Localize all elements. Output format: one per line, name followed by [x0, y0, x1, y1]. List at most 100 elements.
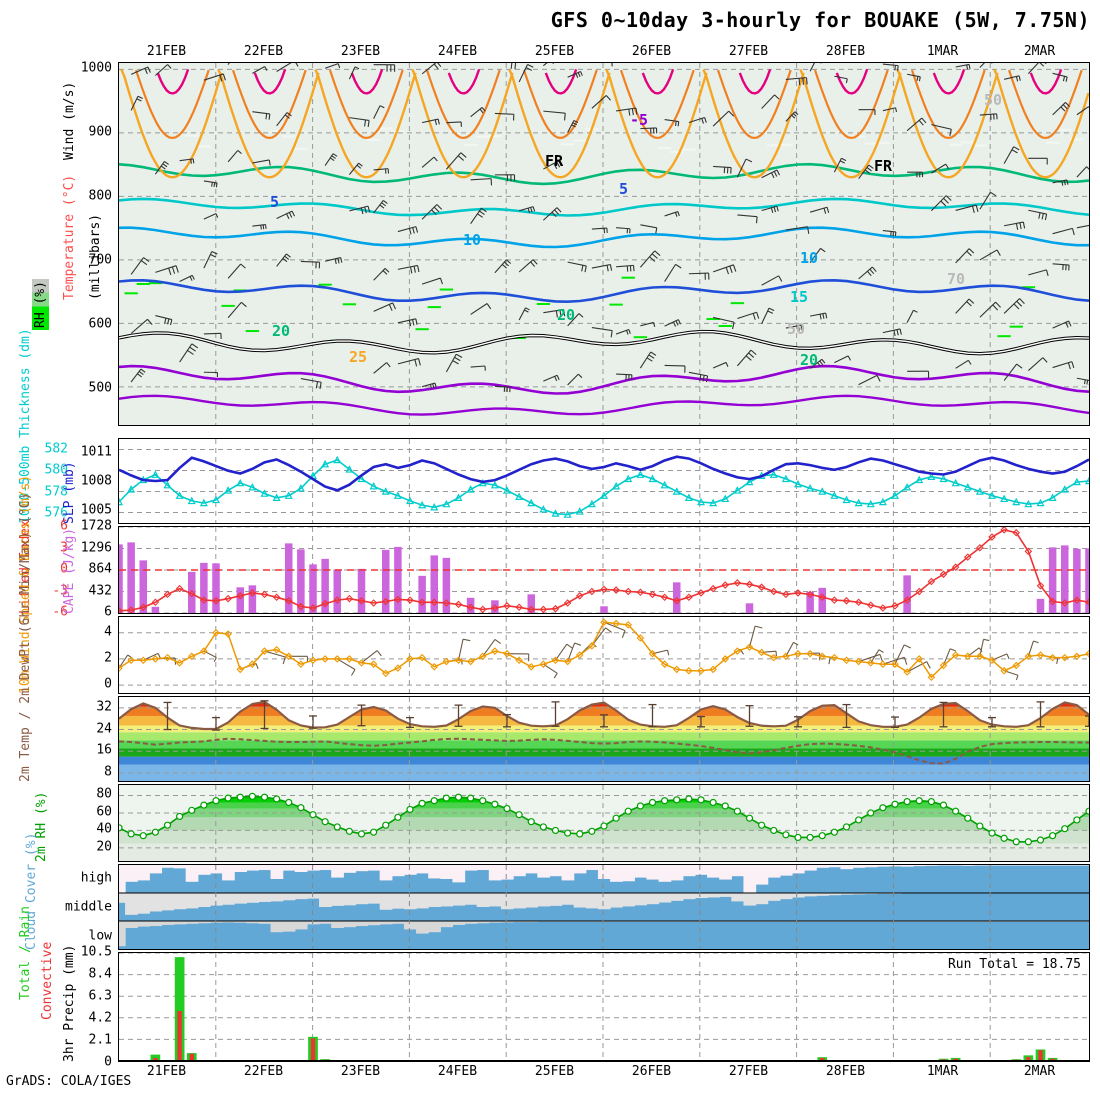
contour-label-20: 20: [272, 322, 291, 340]
date-tick-26feb: 26FEB: [631, 1064, 672, 1079]
cape-tick-1296: 1296: [80, 540, 112, 556]
temp-dewpt-plot: [119, 697, 1089, 781]
date-tick-26feb: 26FEB: [631, 44, 672, 59]
contour-label-10: 10: [800, 249, 819, 267]
rh2m-tick-60: 60: [96, 804, 112, 820]
upper-air-tick-700: 700: [88, 252, 112, 268]
date-tick-2mar: 2MAR: [1023, 1064, 1056, 1079]
thickness-tick-576: 576: [44, 505, 68, 521]
temp-tick-16: 16: [96, 742, 112, 758]
contour-label-FR: FR: [874, 157, 893, 175]
slp-tick-1008: 1008: [80, 473, 112, 489]
date-tick-25feb: 25FEB: [534, 44, 575, 59]
wind10m-plot: [119, 617, 1089, 693]
rh2m-tick-80: 80: [96, 786, 112, 802]
precip-axis-label: 3hr Precip (mm): [62, 944, 77, 1062]
date-tick-24feb: 24FEB: [437, 44, 478, 59]
contour-label-25: 25: [349, 348, 368, 366]
date-tick-2mar: 2MAR: [1023, 44, 1056, 59]
cape-tick-6: 6: [104, 604, 112, 620]
precip-tick-6.3: 6.3: [88, 988, 112, 1004]
li-tick-0: 0: [60, 561, 68, 577]
li-tick-6: 6: [60, 518, 68, 534]
cloud-row-middle: middle: [65, 899, 112, 915]
temp-tick-8: 8: [104, 764, 112, 780]
contour-label-20: 20: [800, 351, 819, 369]
temperature-legend-label: Temperature (°C): [62, 174, 77, 300]
cape-axis-label: CAPE (J/kg): [62, 527, 77, 614]
temp-tick-24: 24: [96, 721, 112, 737]
precip-tick-10.5: 10.5: [80, 944, 112, 960]
date-tick-25feb: 25FEB: [534, 1064, 575, 1079]
upper-air-panel[interactable]: [118, 62, 1090, 426]
contour-label-15: 15: [790, 288, 809, 306]
contour-label-20: 20: [557, 306, 576, 324]
date-tick-24feb: 24FEB: [437, 1064, 478, 1079]
wind10m-tick-2: 2: [104, 650, 112, 666]
slp-axis-label: SLP (mb): [62, 461, 77, 524]
date-tick-1mar: 1MAR: [926, 44, 959, 59]
thickness-tick-580: 580: [44, 462, 68, 478]
precip-tick-2.1: 2.1: [88, 1032, 112, 1048]
precip-tick-8.4: 8.4: [88, 966, 112, 982]
date-tick-21feb: 21FEB: [146, 1064, 187, 1079]
cloud-row-low: low: [88, 928, 112, 944]
temp-tick-32: 32: [96, 699, 112, 715]
cape-tick-1728: 1728: [80, 518, 112, 534]
thickness-slp-plot: [119, 439, 1089, 523]
upper-air-plot: [119, 63, 1089, 425]
upper-air-tick-800: 800: [88, 188, 112, 204]
precip-plot: [119, 953, 1089, 1061]
wind10m-panel[interactable]: [118, 616, 1090, 694]
cape-tick-864: 864: [88, 561, 112, 577]
date-tick-28feb: 28FEB: [825, 44, 866, 59]
rh2m-tick-40: 40: [96, 821, 112, 837]
cloud-row-high: high: [80, 870, 112, 886]
date-tick-23feb: 23FEB: [340, 1064, 381, 1079]
run-total-label: Run Total = 18.75: [947, 957, 1081, 972]
date-tick-22feb: 22FEB: [243, 44, 284, 59]
upper-air-tick-900: 900: [88, 124, 112, 140]
contour-label-5: 5: [619, 180, 629, 198]
cloud-cover-panel[interactable]: [118, 864, 1090, 950]
li-tick--3: -3: [52, 583, 68, 598]
temp-dewpt-axis-label: 2m Temp / 2m DewPt (6hr Min/Max) (°C): [18, 492, 33, 782]
rh2m-plot: [119, 785, 1089, 861]
wind10m-tick-4: 4: [104, 624, 112, 640]
page-title: GFS 0~10day 3-hourly for BOUAKE (5W, 7.7…: [550, 8, 1090, 32]
precip-total-legend: Total / Rain: [18, 906, 33, 1000]
thickness-slp-panel[interactable]: [118, 438, 1090, 524]
precip-tick-4.2: 4.2: [88, 1010, 112, 1026]
grads-credit: GrADS: COLA/IGES: [6, 1074, 132, 1089]
upper-air-tick-500: 500: [88, 380, 112, 396]
date-tick-23feb: 23FEB: [340, 44, 381, 59]
slp-tick-1005: 1005: [80, 502, 112, 518]
date-tick-21feb: 21FEB: [146, 44, 187, 59]
date-tick-1mar: 1MAR: [926, 1064, 959, 1079]
thickness-tick-582: 582: [44, 441, 68, 457]
precip-convective-legend: Convective: [40, 941, 55, 1020]
contour-label-50: 50: [984, 91, 1003, 109]
contour-label-50: 50: [787, 320, 806, 338]
date-tick-27feb: 27FEB: [728, 1064, 769, 1079]
cloud-cover-plot: [119, 865, 1089, 949]
contour-label-5: 5: [270, 193, 280, 211]
upper-air-tick-1000: 1000: [80, 60, 112, 76]
date-tick-27feb: 27FEB: [728, 44, 769, 59]
thickness-tick-578: 578: [44, 484, 68, 500]
li-tick-3: 3: [60, 540, 68, 555]
wind-legend-label: Wind (m/s): [62, 81, 77, 160]
date-tick-22feb: 22FEB: [243, 1064, 284, 1079]
precip-panel[interactable]: Run Total = 18.75: [118, 952, 1090, 1062]
upper-air-axis-title: (millibars): [88, 213, 103, 300]
rh-legend-label: RH (%): [32, 279, 49, 330]
li-tick--6: -6: [52, 604, 68, 620]
cape-tick-432: 432: [88, 583, 112, 599]
precip-tick-0: 0: [104, 1054, 112, 1070]
li-cape-panel[interactable]: [118, 526, 1090, 614]
wind10m-tick-0: 0: [104, 676, 112, 692]
li-cape-plot: [119, 527, 1089, 613]
temp-dewpt-panel[interactable]: [118, 696, 1090, 782]
rh2m-tick-20: 20: [96, 839, 112, 855]
rh2m-panel[interactable]: [118, 784, 1090, 862]
